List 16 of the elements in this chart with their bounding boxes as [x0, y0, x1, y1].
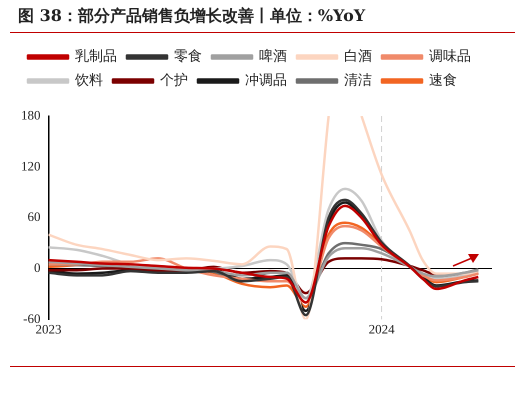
legend-label: 饮料: [74, 72, 103, 89]
legend-label: 冲调品: [245, 72, 287, 89]
y-tick-label: 120: [21, 158, 40, 174]
chart-title: 图 38：部分产品销售负增长改善丨单位：%YoY: [18, 6, 366, 27]
legend-label: 个护: [160, 72, 188, 89]
legend-label: 白酒: [344, 48, 372, 65]
legend-label: 调味品: [429, 48, 471, 65]
legend-label: 清洁: [344, 72, 372, 89]
legend-label: 零食: [174, 48, 202, 65]
legend-label: 乳制品: [75, 48, 117, 65]
y-tick-label: 0: [34, 260, 40, 275]
legend-label: 速食: [429, 72, 457, 89]
legend-label: 啤酒: [259, 48, 287, 65]
y-tick-label: 180: [21, 107, 40, 122]
x-tick-label: 2024: [368, 322, 396, 337]
y-tick-label: 60: [28, 209, 40, 224]
